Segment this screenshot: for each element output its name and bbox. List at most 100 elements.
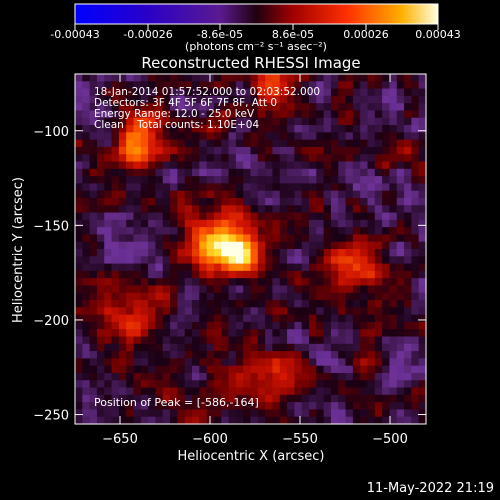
- heatmap-cell: [243, 263, 252, 272]
- heatmap-cell: [287, 270, 295, 279]
- heatmap-cell: [404, 103, 412, 112]
- heatmap-cell: [374, 402, 383, 411]
- x-tick-label: −650: [102, 432, 138, 447]
- heatmap-cell: [118, 183, 127, 192]
- heatmap-cell: [374, 321, 383, 330]
- heatmap-cell: [294, 409, 303, 418]
- heatmap-cell: [345, 74, 354, 82]
- heatmap-cell: [338, 321, 347, 330]
- heatmap-cell: [140, 394, 149, 403]
- heatmap-cell: [96, 372, 105, 381]
- heatmap-cell: [155, 387, 164, 396]
- heatmap-cell: [360, 263, 369, 272]
- heatmap-cell: [170, 292, 178, 301]
- heatmap-cell: [404, 197, 412, 206]
- heatmap-cell: [148, 314, 157, 323]
- heatmap-cell: [89, 394, 98, 403]
- heatmap-cell: [294, 365, 303, 374]
- heatmap-cell: [82, 416, 91, 425]
- heatmap-cell: [235, 380, 244, 389]
- heatmap-cell: [418, 409, 427, 418]
- heatmap-cell: [118, 314, 127, 323]
- heatmap-cell: [140, 81, 149, 90]
- heatmap-cell: [89, 365, 98, 374]
- heatmap-cell: [126, 125, 135, 133]
- heatmap-cell: [396, 321, 405, 330]
- heatmap-cell: [374, 205, 383, 214]
- heatmap-cell: [316, 95, 325, 104]
- heatmap-cell: [265, 358, 274, 367]
- heatmap-cell: [316, 212, 325, 221]
- heatmap-cell: [287, 300, 295, 308]
- heatmap-cell: [184, 219, 193, 228]
- heatmap-cell: [360, 234, 369, 243]
- heatmap-cell: [250, 146, 259, 155]
- heatmap-cell: [235, 358, 244, 367]
- heatmap-cell: [257, 278, 266, 287]
- heatmap-cell: [96, 132, 105, 141]
- heatmap-cell: [301, 154, 310, 163]
- heatmap-cell: [272, 74, 281, 82]
- heatmap-cell: [221, 416, 230, 425]
- heatmap-cell: [294, 190, 303, 199]
- observation-info: 18-Jan-2014 01:57:52.000 to 02:03:52.000…: [94, 87, 320, 131]
- heatmap-cell: [96, 394, 105, 403]
- heatmap-cell: [287, 139, 295, 148]
- heatmap-cell: [118, 132, 127, 141]
- heatmap-cell: [118, 278, 127, 287]
- heatmap-cell: [118, 190, 127, 199]
- heatmap-cell: [133, 241, 142, 250]
- heatmap-cell: [374, 81, 383, 90]
- heatmap-cell: [382, 125, 391, 133]
- heatmap-cell: [206, 154, 215, 163]
- heatmap-cell: [192, 307, 200, 316]
- heatmap-cell: [396, 197, 405, 206]
- heatmap-cell: [301, 81, 310, 90]
- heatmap-cell: [418, 263, 427, 272]
- heatmap-cell: [389, 285, 398, 294]
- heatmap-cell: [140, 219, 149, 228]
- heatmap-cell: [89, 205, 98, 214]
- heatmap-cell: [309, 74, 317, 82]
- heatmap-cell: [96, 358, 105, 367]
- heatmap-cell: [221, 110, 230, 119]
- heatmap-cell: [360, 205, 369, 214]
- heatmap-cell: [184, 387, 193, 396]
- heatmap-cell: [213, 117, 222, 126]
- heatmap-cell: [374, 263, 383, 272]
- heatmap-cell: [126, 146, 135, 155]
- heatmap-cell: [418, 197, 427, 206]
- heatmap-cell: [352, 81, 361, 90]
- heatmap-cell: [301, 358, 310, 367]
- heatmap-cell: [126, 219, 135, 228]
- heatmap-cell: [170, 110, 178, 119]
- heatmap-cell: [287, 74, 295, 82]
- heatmap-cell: [250, 103, 259, 112]
- heatmap-cell: [382, 205, 391, 214]
- heatmap-cell: [96, 183, 105, 192]
- heatmap-cell: [221, 161, 230, 170]
- heatmap-cell: [338, 372, 347, 381]
- heatmap-cell: [104, 176, 113, 184]
- heatmap-cell: [272, 219, 281, 228]
- heatmap-cell: [148, 329, 157, 338]
- heatmap-cell: [309, 358, 317, 367]
- heatmap-cell: [294, 394, 303, 403]
- heatmap-cell: [396, 402, 405, 411]
- heatmap-cell: [89, 387, 98, 396]
- heatmap-cell: [243, 197, 252, 206]
- heatmap-cell: [82, 249, 91, 257]
- heatmap-cell: [199, 74, 208, 82]
- heatmap-cell: [89, 132, 98, 141]
- heatmap-cell: [221, 387, 230, 396]
- heatmap-cell: [272, 372, 281, 381]
- heatmap-cell: [382, 132, 391, 141]
- heatmap-cell: [75, 168, 83, 177]
- heatmap-cell: [404, 358, 412, 367]
- heatmap-cell: [367, 372, 376, 381]
- heatmap-cell: [89, 241, 98, 250]
- heatmap-cell: [382, 117, 391, 126]
- heatmap-cell: [338, 394, 347, 403]
- heatmap-cell: [382, 387, 391, 396]
